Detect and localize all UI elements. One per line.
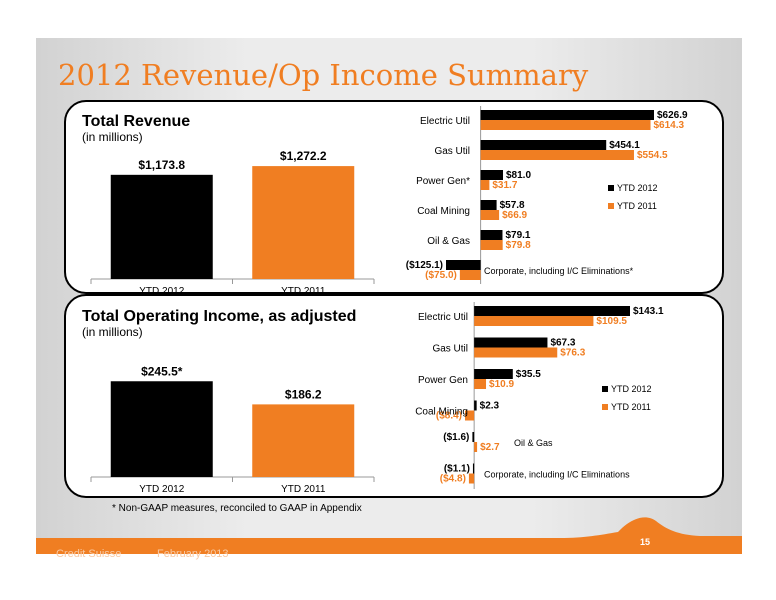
revenue-title: Total Revenue xyxy=(82,113,191,130)
op_segments-category-label: Coal Mining xyxy=(415,407,468,418)
op_total-value-label: $245.5* xyxy=(141,364,183,378)
opincome-subtitle: (in millions) xyxy=(82,325,143,339)
rev_segments-bar xyxy=(480,120,651,130)
op_segments-value-label: $35.5 xyxy=(516,369,541,380)
op_segments-bar xyxy=(472,432,475,442)
op_total-bar xyxy=(252,404,355,477)
rev_segments-legend-swatch xyxy=(608,185,614,191)
rev_segments-legend-label: YTD 2011 xyxy=(617,201,657,211)
rev_segments-category-label: Power Gen* xyxy=(416,176,470,187)
rev_segments-bar xyxy=(480,200,497,210)
op_segments-bar xyxy=(472,463,475,474)
op_segments-value-label: $10.9 xyxy=(489,379,514,390)
op_segments-legend-swatch xyxy=(602,386,608,392)
op_segments-value-label: $2.3 xyxy=(480,401,500,412)
rev_segments-legend-label: YTD 2012 xyxy=(617,183,658,193)
op_segments-legend-label: YTD 2012 xyxy=(611,384,652,394)
footer-company: Credit Suisse xyxy=(56,548,122,560)
rev_segments-bar xyxy=(480,110,654,120)
op_segments-value-label: $76.3 xyxy=(560,348,585,359)
rev_segments-bar xyxy=(480,180,490,190)
rev_segments-bar xyxy=(480,230,503,240)
rev_total-value-label: $1,173.8 xyxy=(138,158,185,172)
op_segments-value-label: $67.3 xyxy=(550,338,575,349)
op_segments-category-label: Power Gen xyxy=(418,375,468,386)
slide-title: 2012 Revenue/Op Income Summary xyxy=(58,58,589,92)
rev_segments-bar xyxy=(480,150,634,160)
op_segments-bar xyxy=(474,442,478,452)
op_segments-legend-swatch xyxy=(602,404,608,410)
op_segments-category-label: Oil & Gas xyxy=(514,438,553,448)
rev_segments-category-label: Oil & Gas xyxy=(427,236,470,247)
op_segments-bar xyxy=(474,337,548,348)
rev_total-bar xyxy=(252,166,355,279)
rev_total-bar xyxy=(110,174,213,279)
op_segments-value-label: ($1.6) xyxy=(443,432,469,443)
op_segments-value-label: ($8.4) xyxy=(436,411,462,422)
rev_segments-category-label: Corporate, including I/C Eliminations* xyxy=(484,266,634,276)
rev_segments-value-label: ($75.0) xyxy=(425,270,457,281)
rev_segments-value-label: $79.1 xyxy=(505,230,530,241)
rev_segments-value-label: ($125.1) xyxy=(406,260,443,271)
op_segments-bar xyxy=(474,347,558,358)
rev_segments-category-label: Electric Util xyxy=(420,116,470,127)
op_segments-bar xyxy=(468,473,475,484)
rev_segments-bar xyxy=(480,170,504,180)
rev_segments-bar xyxy=(480,140,607,150)
rev_total-category-label: YTD 2012 xyxy=(139,286,184,297)
op_segments-bar xyxy=(474,379,487,389)
rev_segments-value-label: $454.1 xyxy=(609,140,640,151)
rev_segments-bar xyxy=(446,260,481,270)
op_segments-value-label: ($4.8) xyxy=(440,474,466,485)
rev_total-category-label: YTD 2011 xyxy=(281,286,326,297)
rev_segments-category-label: Coal Mining xyxy=(417,206,470,217)
op_segments-bar xyxy=(465,410,475,421)
op_total-category-label: YTD 2011 xyxy=(281,484,326,495)
rev_segments-value-label: $31.7 xyxy=(492,180,517,191)
op_segments-category-label: Corporate, including I/C Eliminations xyxy=(484,470,630,480)
op_segments-category-label: Electric Util xyxy=(418,312,468,323)
op_segments-value-label: $143.1 xyxy=(633,306,664,317)
footer-date: February 2013 xyxy=(157,548,229,560)
rev_segments-value-label: $66.9 xyxy=(502,210,527,221)
rev_segments-bar xyxy=(480,210,500,220)
op_segments-bar xyxy=(474,400,477,411)
op_segments-bar xyxy=(474,369,513,379)
op_segments-value-label: ($1.1) xyxy=(444,464,470,475)
op_segments-legend-label: YTD 2011 xyxy=(611,402,651,412)
rev_segments-value-label: $554.5 xyxy=(637,150,668,161)
rev_segments-category-label: Gas Util xyxy=(434,146,470,157)
opincome-title: Total Operating Income, as adjusted xyxy=(82,308,357,325)
op_total-value-label: $186.2 xyxy=(285,387,322,401)
rev_segments-value-label: $614.3 xyxy=(654,120,685,131)
rev_segments-legend-swatch xyxy=(608,203,614,209)
op_total-bar xyxy=(110,381,213,477)
rev_segments-bar xyxy=(459,270,481,280)
footnote: * Non-GAAP measures, reconciled to GAAP … xyxy=(112,503,362,514)
op_segments-bar xyxy=(474,306,630,316)
rev_segments-bar xyxy=(480,240,503,250)
op_segments-value-label: $109.5 xyxy=(596,316,627,327)
op_segments-value-label: $2.7 xyxy=(480,442,500,453)
rev_segments-value-label: $81.0 xyxy=(506,170,531,181)
op_total-category-label: YTD 2012 xyxy=(139,484,184,495)
rev_segments-value-label: $79.8 xyxy=(506,240,531,251)
op_segments-category-label: Gas Util xyxy=(432,344,468,355)
rev_total-value-label: $1,272.2 xyxy=(280,149,327,163)
op_segments-bar xyxy=(474,316,594,326)
revenue-subtitle: (in millions) xyxy=(82,130,143,144)
rev_segments-value-label: $626.9 xyxy=(657,110,688,121)
rev_segments-value-label: $57.8 xyxy=(500,200,525,211)
page-number: 15 xyxy=(640,537,651,547)
footer-band xyxy=(36,538,742,554)
